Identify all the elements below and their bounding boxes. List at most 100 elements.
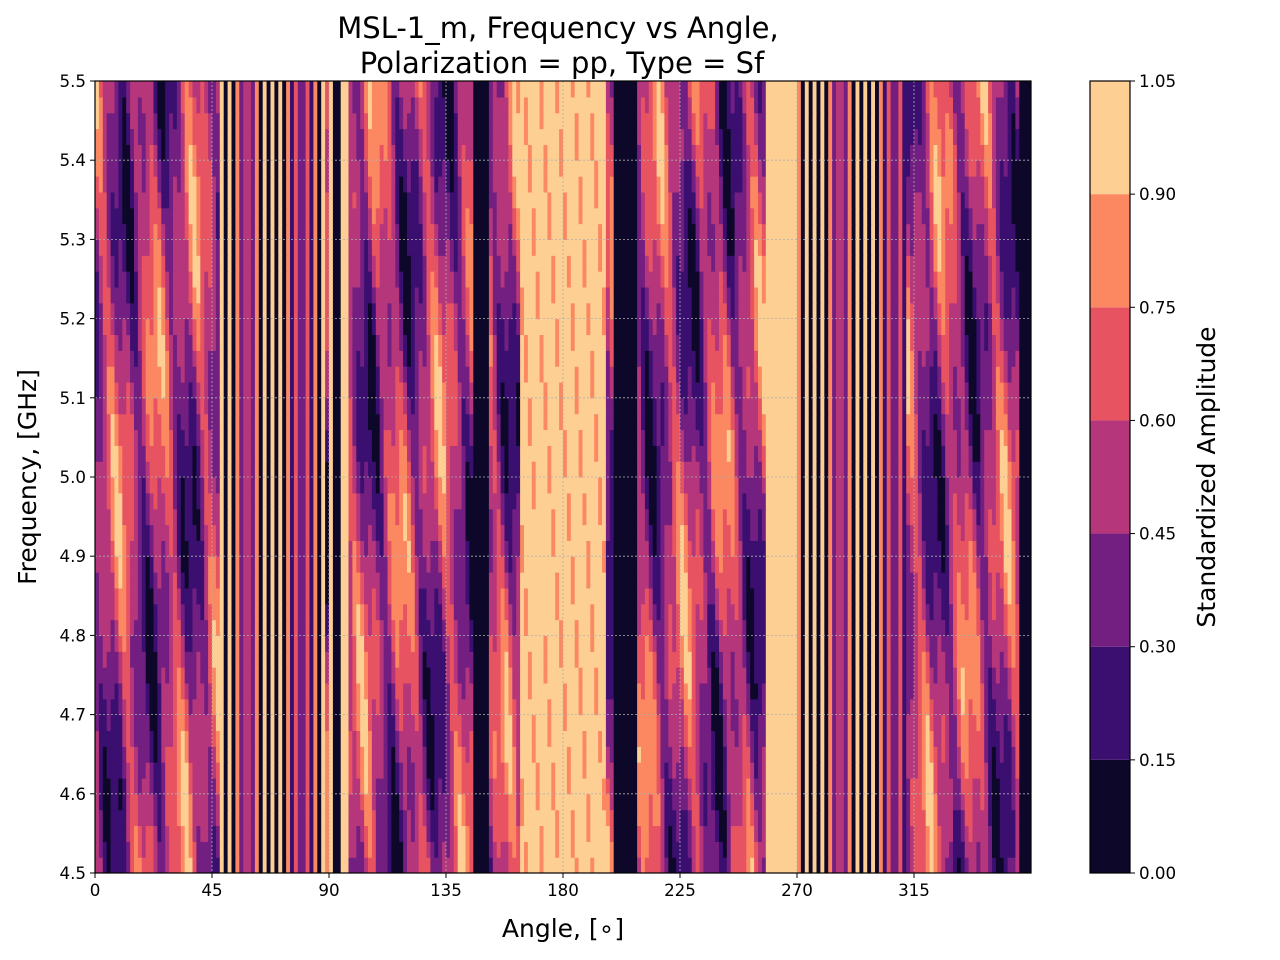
heatmap-cell bbox=[145, 667, 158, 684]
heatmap-cell bbox=[676, 572, 681, 589]
heatmap-cell bbox=[313, 445, 318, 462]
heatmap-cell bbox=[130, 603, 139, 621]
heatmap-cell bbox=[535, 730, 548, 747]
heatmap-cell bbox=[859, 825, 864, 842]
heatmap-cell bbox=[278, 635, 283, 652]
heatmap-cell bbox=[828, 492, 833, 510]
heatmap-cell bbox=[297, 730, 307, 747]
heatmap-cell bbox=[286, 698, 291, 716]
heatmap-cell bbox=[644, 461, 658, 478]
heatmap-cell bbox=[364, 809, 373, 827]
heatmap-cell bbox=[999, 461, 1009, 478]
heatmap-cell bbox=[992, 587, 997, 605]
heatmap-cell bbox=[317, 746, 322, 763]
heatmap-cell bbox=[122, 635, 127, 652]
heatmap-cell bbox=[750, 572, 767, 589]
heatmap-cell bbox=[695, 682, 701, 700]
heatmap-cell bbox=[496, 413, 502, 431]
heatmap-cell bbox=[933, 572, 938, 589]
heatmap-cell bbox=[949, 556, 954, 573]
heatmap-cell bbox=[976, 492, 981, 510]
heatmap-cell bbox=[321, 429, 326, 446]
heatmap-cell bbox=[243, 762, 252, 779]
heatmap-cell bbox=[551, 461, 564, 478]
heatmap-cell bbox=[543, 825, 556, 842]
heatmap-cell bbox=[274, 397, 279, 415]
heatmap-cell bbox=[102, 381, 108, 399]
heatmap-cell bbox=[758, 366, 763, 383]
heatmap-cell bbox=[867, 508, 872, 526]
heatmap-cell bbox=[258, 825, 264, 842]
heatmap-cell bbox=[321, 461, 326, 478]
heatmap-cell bbox=[453, 667, 459, 684]
heatmap-cell bbox=[758, 746, 763, 763]
heatmap-cell bbox=[914, 366, 919, 383]
heatmap-cell bbox=[243, 366, 252, 383]
heatmap-cell bbox=[235, 477, 240, 494]
heatmap-cell bbox=[968, 714, 977, 732]
heatmap-cell bbox=[680, 477, 685, 494]
heatmap-cell bbox=[500, 508, 506, 526]
heatmap-cell bbox=[169, 350, 174, 367]
heatmap-cell bbox=[453, 572, 467, 589]
heatmap-cell bbox=[699, 857, 704, 873]
heatmap-cell bbox=[980, 777, 985, 795]
heatmap-cell bbox=[231, 682, 236, 700]
heatmap-cell bbox=[251, 572, 256, 589]
heatmap-cell bbox=[184, 508, 194, 526]
heatmap-cell bbox=[988, 809, 993, 827]
heatmap-cell bbox=[890, 603, 899, 621]
heatmap-cell bbox=[375, 556, 389, 573]
heatmap-cell bbox=[157, 857, 166, 873]
heatmap-cell bbox=[114, 413, 119, 431]
heatmap-cell bbox=[711, 413, 732, 431]
heatmap-cell bbox=[715, 603, 720, 621]
heatmap-cell bbox=[473, 841, 490, 858]
heatmap-cell bbox=[804, 461, 810, 478]
heatmap-cell bbox=[169, 651, 174, 668]
heatmap-cell bbox=[820, 635, 825, 652]
heatmap-cell bbox=[465, 524, 490, 541]
heatmap-cell bbox=[832, 413, 837, 431]
heatmap-cell bbox=[418, 825, 428, 842]
heatmap-cell bbox=[960, 825, 966, 842]
heatmap-cell bbox=[516, 793, 521, 811]
heatmap-cell bbox=[590, 635, 595, 652]
heatmap-cell bbox=[555, 841, 560, 858]
heatmap-cell bbox=[98, 730, 123, 747]
heatmap-cell bbox=[118, 667, 123, 684]
heatmap-cell bbox=[134, 698, 147, 716]
heatmap-cell bbox=[418, 857, 431, 873]
heatmap-cell bbox=[680, 682, 685, 700]
heatmap-cell bbox=[559, 587, 572, 605]
heatmap-cell bbox=[231, 825, 236, 842]
heatmap-cell bbox=[906, 825, 911, 842]
heatmap-cell bbox=[832, 635, 837, 652]
heatmap-cell bbox=[426, 841, 431, 858]
heatmap-cell bbox=[251, 350, 256, 367]
heatmap-cell bbox=[153, 857, 158, 873]
heatmap-cell bbox=[161, 477, 174, 494]
heatmap-cell bbox=[297, 793, 307, 811]
heatmap-cell bbox=[430, 381, 435, 399]
heatmap-cell bbox=[800, 381, 806, 399]
heatmap-cell bbox=[695, 508, 701, 526]
heatmap-cell bbox=[145, 477, 151, 494]
heatmap-cell bbox=[262, 381, 268, 399]
heatmap-cell bbox=[266, 682, 272, 700]
heatmap-cell bbox=[383, 746, 389, 763]
heatmap-cell bbox=[348, 587, 353, 605]
heatmap-cell bbox=[297, 397, 307, 415]
heatmap-cell bbox=[765, 682, 798, 700]
heatmap-cell bbox=[102, 397, 108, 415]
heatmap-cell bbox=[465, 445, 474, 462]
heatmap-cell bbox=[173, 492, 178, 510]
heatmap-cell bbox=[680, 381, 689, 399]
heatmap-cell bbox=[414, 540, 424, 557]
heatmap-cell bbox=[886, 366, 892, 383]
heatmap-cell bbox=[812, 714, 818, 732]
heatmap-cell bbox=[110, 777, 119, 795]
heatmap-cell bbox=[995, 762, 1013, 779]
heatmap-cell bbox=[192, 587, 197, 605]
heatmap-cell bbox=[956, 572, 962, 589]
